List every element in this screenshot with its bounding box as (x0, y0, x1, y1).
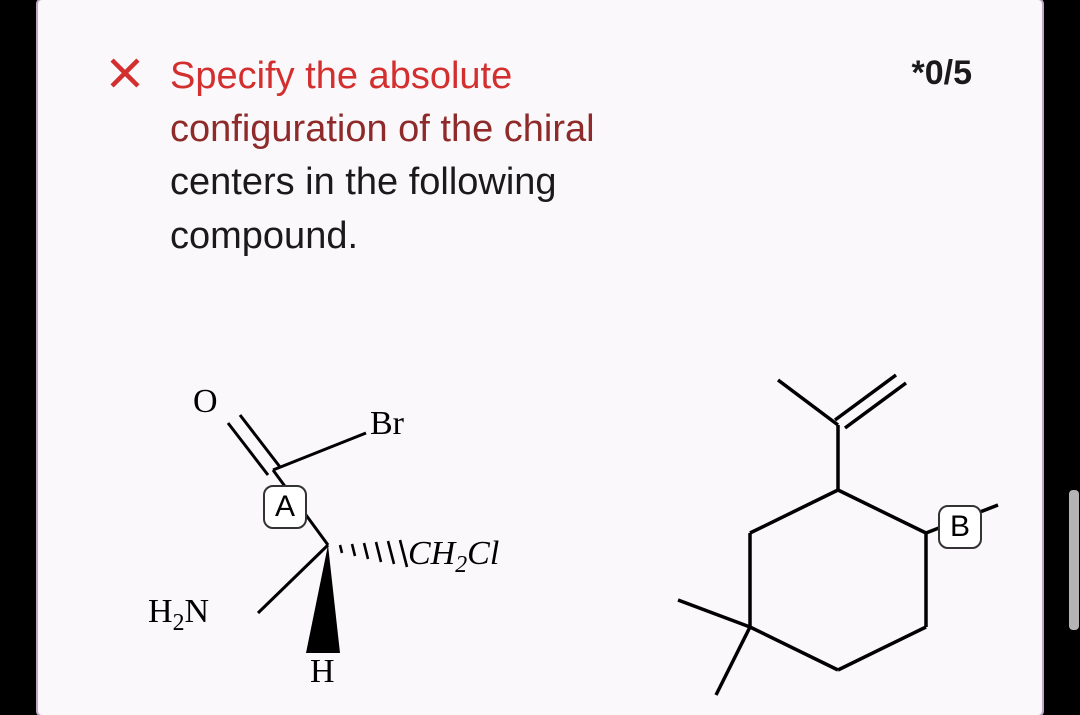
label-ch2cl: CH2Cl (408, 535, 499, 579)
label-o: O (193, 383, 218, 421)
question-header: Specify the absolute configuration of th… (108, 50, 972, 263)
scrollbar-thumb[interactable] (1069, 490, 1079, 630)
question-line-2: configuration of the chiral (170, 108, 595, 150)
question-line-3: centers in the following (170, 161, 557, 203)
structure-a: O Br CH2Cl H H2N A (118, 375, 538, 705)
question-line-1: Specify the absolute (170, 55, 512, 97)
left-black-bar (0, 0, 36, 715)
chiral-label-b: B (938, 505, 982, 549)
label-h2n: H2N (148, 593, 209, 637)
chiral-label-a: A (263, 485, 307, 529)
label-h: H (310, 653, 335, 691)
label-br: Br (370, 405, 404, 443)
question-card: Specify the absolute configuration of th… (36, 0, 1044, 715)
question-line-4: compound. (170, 215, 358, 257)
x-mark-icon (108, 56, 142, 90)
score-display: *0/5 (912, 54, 973, 93)
right-black-bar (1044, 0, 1080, 715)
structure-b: B (638, 355, 1038, 695)
question-text-block: Specify the absolute configuration of th… (170, 50, 884, 263)
diagram-area: O Br CH2Cl H H2N A (38, 355, 1042, 715)
